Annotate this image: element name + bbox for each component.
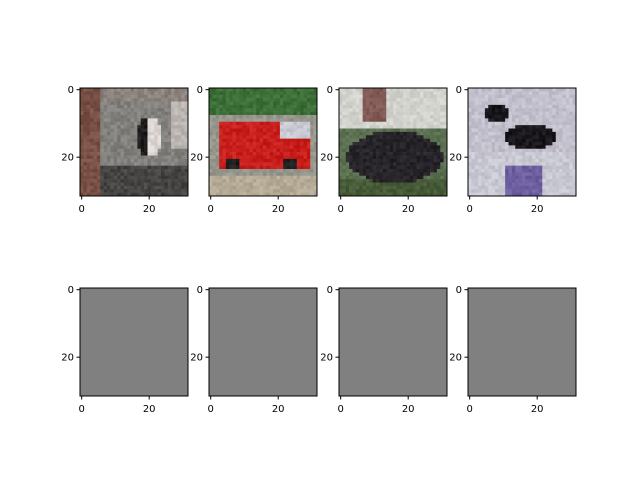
y-tick-label: 20 (61, 153, 74, 164)
x-tick-label: 0 (208, 204, 214, 215)
image-panel: 0 20 0 20 (320, 285, 448, 415)
y-tick-label: 0 (68, 285, 74, 296)
axes-frame (338, 287, 448, 397)
axes-frame (338, 87, 448, 197)
image-panel: 0 20 0 20 (190, 85, 318, 215)
x-tick-label: 0 (467, 404, 473, 415)
axes-frame (208, 287, 318, 397)
image-panel: 0 20 0 20 (449, 85, 577, 215)
image-panel: 0 20 0 20 (449, 285, 577, 415)
photo-thumbnail (209, 88, 318, 197)
x-tick-label: 20 (531, 404, 544, 415)
y-tick-label: 20 (449, 153, 462, 164)
y-tick-label: 20 (449, 353, 462, 364)
photo-thumbnail (468, 88, 577, 197)
x-tick-label: 20 (272, 204, 285, 215)
x-tick-label: 20 (402, 404, 415, 415)
y-tick-label: 0 (456, 85, 462, 96)
y-tick-label: 0 (327, 85, 333, 96)
x-tick-label: 20 (272, 404, 285, 415)
image-panel: 0 20 0 20 (190, 285, 318, 415)
y-tick-label: 0 (197, 285, 203, 296)
y-tick-label: 0 (327, 285, 333, 296)
y-tick-label: 20 (320, 153, 333, 164)
x-tick-label: 20 (143, 204, 156, 215)
x-tick-label: 20 (402, 204, 415, 215)
image-panel: 0 20 0 20 (61, 85, 189, 215)
axes-frame (79, 287, 189, 397)
x-tick-label: 20 (143, 404, 156, 415)
axes-frame (467, 287, 577, 397)
image-panel: 0 20 0 20 (320, 85, 448, 215)
y-tick-label: 0 (68, 85, 74, 96)
gray-image (209, 288, 317, 396)
x-tick-label: 0 (338, 404, 344, 415)
axes-frame (467, 87, 577, 197)
photo-thumbnail (80, 88, 189, 197)
y-tick-label: 20 (190, 353, 203, 364)
x-tick-label: 0 (467, 204, 473, 215)
gray-image (468, 288, 576, 396)
photo-thumbnail (339, 88, 448, 197)
axes-frame (208, 87, 318, 197)
x-tick-label: 0 (79, 204, 85, 215)
x-tick-label: 0 (338, 204, 344, 215)
x-tick-label: 0 (208, 404, 214, 415)
x-tick-label: 20 (531, 204, 544, 215)
gray-image (339, 288, 447, 396)
gray-image (80, 288, 188, 396)
y-tick-label: 20 (320, 353, 333, 364)
y-tick-label: 20 (61, 353, 74, 364)
image-panel: 0 20 0 20 (61, 285, 189, 415)
x-tick-label: 0 (79, 404, 85, 415)
axes-frame (79, 87, 189, 197)
y-tick-label: 20 (190, 153, 203, 164)
y-tick-label: 0 (456, 285, 462, 296)
y-tick-label: 0 (197, 85, 203, 96)
